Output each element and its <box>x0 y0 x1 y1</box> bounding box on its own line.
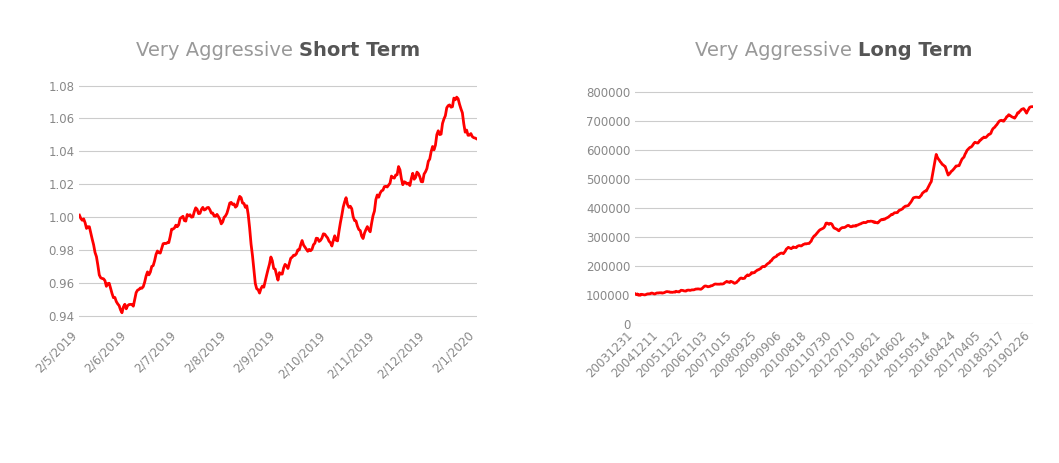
Text: Very Aggressive: Very Aggressive <box>136 41 299 60</box>
Text: Very Aggressive: Very Aggressive <box>695 41 859 60</box>
Text: Long Term: Long Term <box>859 41 973 60</box>
Text: Short Term: Short Term <box>299 41 420 60</box>
